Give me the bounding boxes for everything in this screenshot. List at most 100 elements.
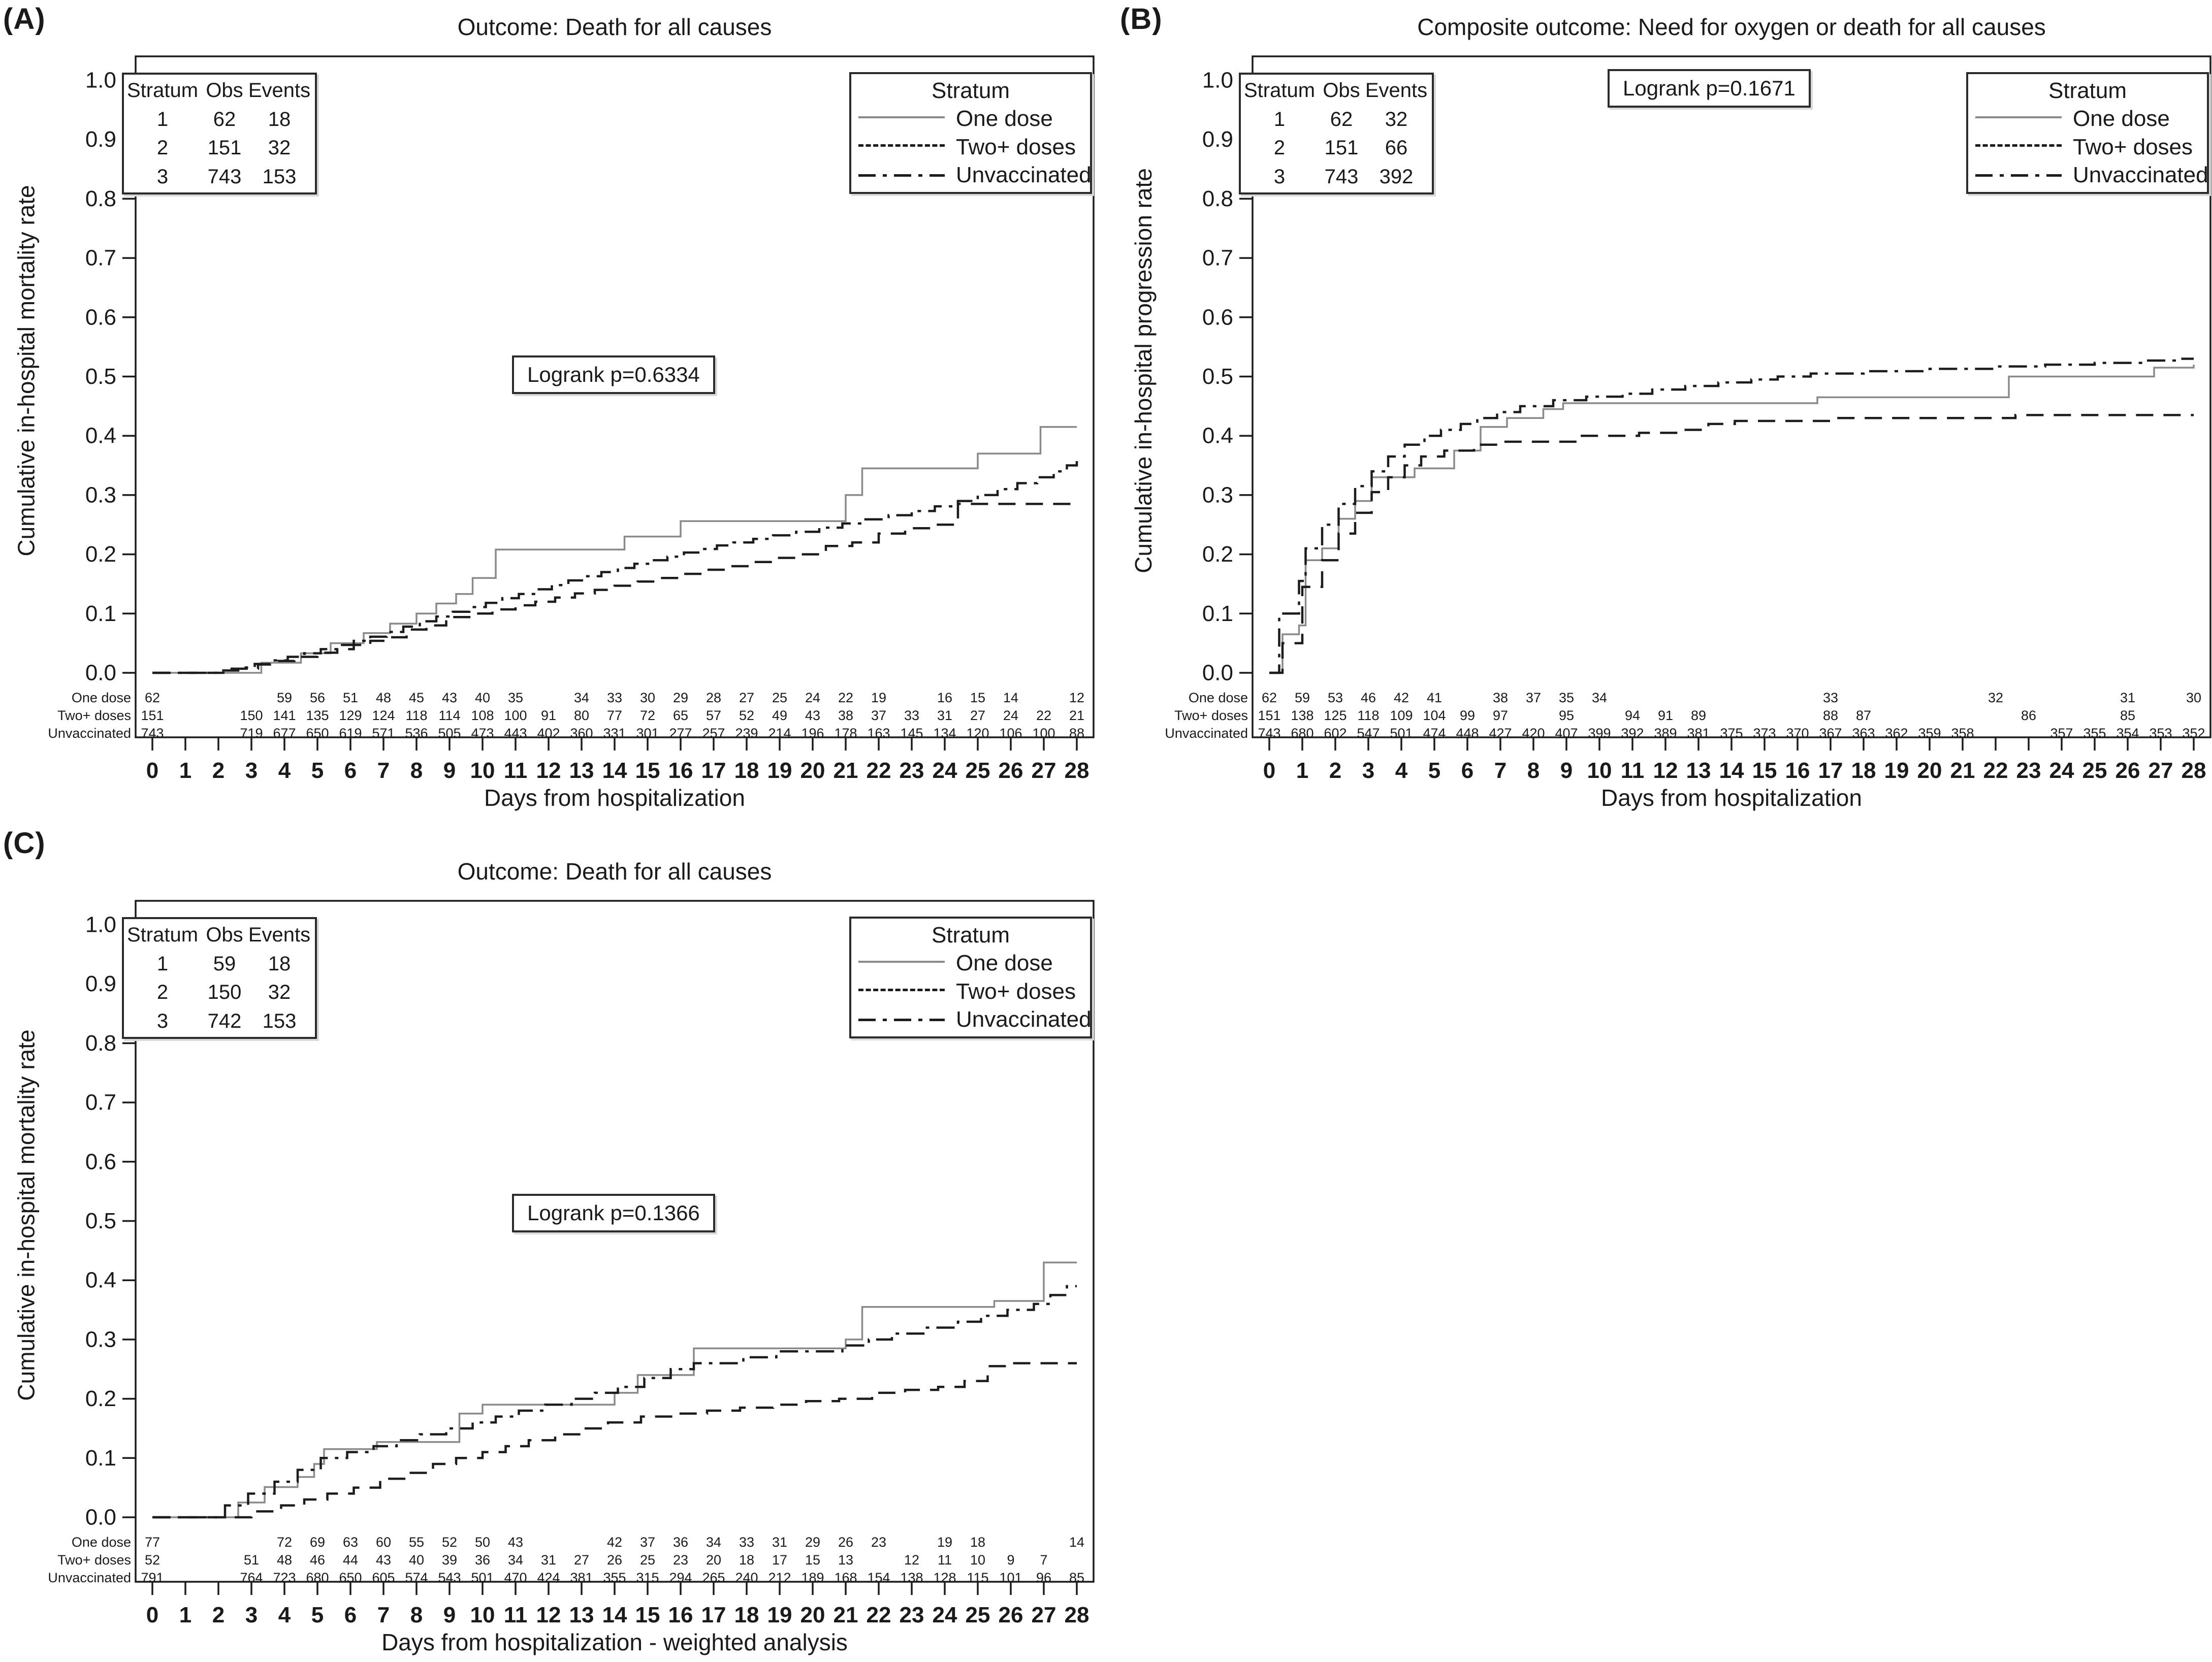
at-risk-count: 115 xyxy=(967,1570,988,1585)
at-risk-count: 352 xyxy=(2182,726,2205,741)
events-value: 66 xyxy=(1385,137,1408,159)
y-tick-label: 0.2 xyxy=(85,542,116,567)
stratum-header: Stratum xyxy=(1243,79,1316,102)
at-risk-count: 45 xyxy=(409,690,424,705)
events-value: 32 xyxy=(268,981,291,1004)
at-risk-count: 743 xyxy=(1258,726,1280,741)
at-risk-count: 189 xyxy=(801,1570,824,1585)
at-risk-count: 375 xyxy=(1720,726,1743,741)
panel-a-chart-canvas: 0.00.10.20.30.40.50.60.70.80.91.00 1 2 3 4 5 6… xyxy=(48,55,1095,783)
at-risk-row-label: Two+ doses xyxy=(57,708,131,723)
panel-c-x-axis-label: Days from hospitalization - weighted ana… xyxy=(381,1629,848,1655)
at-risk-count: 34 xyxy=(1592,690,1607,705)
x-tick-label: 16 xyxy=(1785,758,1810,783)
at-risk-count: 547 xyxy=(1357,726,1380,741)
two-plus-doses-line-sample xyxy=(858,989,945,994)
at-risk-count: 650 xyxy=(339,1570,362,1585)
at-risk-count: 145 xyxy=(900,726,923,741)
y-tick-label: 0.5 xyxy=(85,1209,116,1233)
obs-value: 62 xyxy=(1330,108,1353,131)
x-tick-label: 18 xyxy=(734,758,759,783)
x-tick-label: 14 xyxy=(602,758,627,783)
at-risk-count: 85 xyxy=(2120,708,2135,723)
panel-a-stratum-table: Stratum Obs Events 1 62 18 2 151 32 3 74… xyxy=(122,73,317,194)
at-risk-count: 57 xyxy=(706,708,721,723)
x-tick-label: 18 xyxy=(1851,758,1876,783)
at-risk-count: 650 xyxy=(306,726,329,741)
at-risk-count: 120 xyxy=(966,726,989,741)
x-axis: 0 1 2 3 4 5 6 7 8 9 10 11 12 13 14 15 16 17 18 19 20 21 22 23 24… xyxy=(1263,737,2206,783)
y-tick-label: 0.3 xyxy=(1202,482,1233,507)
at-risk-count: 88 xyxy=(1069,726,1084,741)
at-risk-count: 30 xyxy=(2186,690,2201,705)
obs-value: 743 xyxy=(1324,165,1359,188)
x-tick-label: 0 xyxy=(146,758,158,783)
at-risk-count: 448 xyxy=(1456,726,1479,741)
stratum-value: 2 xyxy=(1273,137,1286,159)
x-tick-label: 15 xyxy=(635,758,660,783)
events-header: Events xyxy=(248,79,311,102)
at-risk-count: 574 xyxy=(405,1570,428,1585)
x-tick-label: 18 xyxy=(734,1603,759,1627)
at-risk-count: 101 xyxy=(999,1570,1022,1585)
x-tick-label: 9 xyxy=(443,758,456,783)
at-risk-count: 51 xyxy=(343,690,358,705)
at-risk-count: 536 xyxy=(405,726,428,741)
x-tick-label: 6 xyxy=(1461,758,1473,783)
at-risk-count: 764 xyxy=(240,1570,263,1585)
at-risk-count: 128 xyxy=(933,1570,956,1585)
obs-value: 151 xyxy=(1324,137,1359,159)
at-risk-count: 196 xyxy=(801,726,824,741)
at-risk-count: 265 xyxy=(702,1570,725,1585)
legend-entry-one-dose: One dose xyxy=(1968,106,2207,132)
curve-two-doses xyxy=(152,1362,1077,1519)
at-risk-count: 48 xyxy=(376,690,391,705)
obs-header: Obs xyxy=(206,79,243,102)
panel-b: 0.0 0.1 0.2 0.3 0.4 0.5 0.6 0.7 0.8 0.9 1.0 0 1 2 3 4 5 6… xyxy=(1117,0,2212,837)
at-risk-count: 86 xyxy=(2021,708,2036,723)
obs-header: Obs xyxy=(1323,79,1360,102)
at-risk-count: 33 xyxy=(1823,690,1838,705)
y-tick-label: 0.1 xyxy=(1202,601,1233,626)
at-risk-row-label: Unvaccinated xyxy=(1165,726,1248,741)
at-risk-count: 36 xyxy=(475,1552,490,1568)
at-risk-count: 358 xyxy=(1951,726,1974,741)
x-tick-label: 13 xyxy=(569,1603,594,1627)
events-value: 32 xyxy=(268,137,291,159)
x-tick-label: 25 xyxy=(966,758,990,783)
at-risk-count: 125 xyxy=(1324,708,1347,723)
at-risk-count: 46 xyxy=(310,1552,325,1568)
stratum-value: 1 xyxy=(156,952,169,975)
at-risk-count: 106 xyxy=(999,726,1022,741)
y-tick-label: 1.0 xyxy=(85,913,116,937)
at-risk-count: 62 xyxy=(145,690,160,705)
panel-a-title: Outcome: Death for all causes xyxy=(457,14,772,40)
at-risk-count: 370 xyxy=(1786,726,1809,741)
at-risk-count: 23 xyxy=(673,1552,688,1568)
at-risk-count: 77 xyxy=(607,708,622,723)
y-tick-label: 0.5 xyxy=(1202,364,1233,389)
y-tick-label: 0.9 xyxy=(1202,127,1233,152)
at-risk-count: 87 xyxy=(1856,708,1871,723)
x-tick-label: 3 xyxy=(245,1603,258,1627)
stratum-value: 3 xyxy=(1273,165,1286,188)
at-risk-count: 12 xyxy=(1069,690,1084,705)
panel-a-x-axis-label: Days from hospitalization xyxy=(484,785,745,811)
at-risk-count: 294 xyxy=(669,1570,692,1585)
two-plus-doses-line-sample xyxy=(1975,144,2062,150)
panel-c: 0.0 0.1 0.2 0.3 0.4 0.5 0.6 0.7 0.8 0.9 1.0 0 1 2 3 4 5 6… xyxy=(0,827,1107,1662)
at-risk-count: 24 xyxy=(805,690,820,705)
unvaccinated-line-sample xyxy=(858,174,945,177)
stratum-value: 3 xyxy=(156,165,169,188)
y-tick-label: 0.0 xyxy=(85,1505,116,1530)
at-risk-count: 89 xyxy=(1691,708,1706,723)
events-value: 153 xyxy=(262,165,297,188)
unvaccinated-line-sample xyxy=(1975,174,2062,177)
x-tick-label: 7 xyxy=(1494,758,1506,783)
y-tick-label: 0.4 xyxy=(1202,423,1233,448)
x-tick-label: 27 xyxy=(2149,758,2173,783)
at-risk-count: 32 xyxy=(1988,690,2003,705)
at-risk-count: 88 xyxy=(1823,708,1838,723)
x-tick-label: 13 xyxy=(569,758,594,783)
at-risk-count: 19 xyxy=(871,690,886,705)
